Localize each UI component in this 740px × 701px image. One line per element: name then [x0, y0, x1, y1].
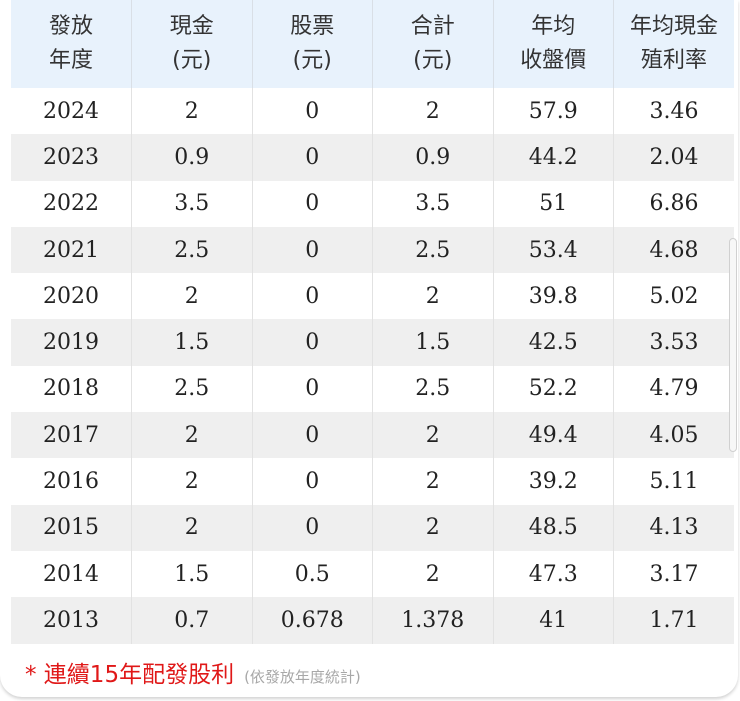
table-row: 2020 2 0 2 39.8 5.02: [11, 273, 734, 320]
cell-yield: 5.11: [613, 458, 734, 505]
cell-avg-price: 53.4: [493, 226, 614, 274]
header-total: 合計 (元): [372, 0, 494, 88]
header-cash: 現金 (元): [131, 0, 253, 88]
cell-cash: 2.5: [131, 365, 253, 413]
table-row: 2024 2 0 2 57.9 3.46: [11, 88, 734, 135]
cell-yield: 6.86: [613, 180, 734, 227]
cell-yield: 4.68: [613, 226, 734, 274]
cell-year: 2019: [11, 319, 132, 366]
cell-avg-price: 51: [493, 180, 614, 227]
cell-total: 1.5: [372, 319, 494, 366]
dividend-table: 發放 年度 現金 (元) 股票 (元) 合計 (元) 年均 收盤價 年均現金 殖利率 202…: [11, 0, 734, 644]
header-yield: 年均現金 殖利率: [613, 0, 734, 88]
cell-cash: 2: [131, 273, 253, 320]
cell-cash: 2: [131, 88, 253, 135]
cell-avg-price: 42.5: [493, 319, 614, 366]
cell-avg-price: 39.8: [493, 273, 614, 320]
cell-stock: 0: [252, 458, 373, 505]
cell-avg-price: 49.4: [493, 412, 614, 459]
scrollbar[interactable]: [729, 238, 737, 452]
cell-yield: 5.02: [613, 273, 734, 320]
cell-stock: 0: [252, 319, 373, 366]
cell-year: 2024: [11, 88, 132, 135]
cell-year: 2014: [11, 550, 132, 598]
cell-yield: 4.79: [613, 365, 734, 413]
cell-year: 2023: [11, 134, 132, 181]
cell-total: 2.5: [372, 226, 494, 274]
cell-year: 2022: [11, 180, 132, 227]
table-row: 2023 0.9 0 0.9 44.2 2.04: [11, 134, 734, 181]
cell-stock: 0.678: [252, 597, 373, 644]
cell-yield: 4.13: [613, 504, 734, 551]
cell-total: 2: [372, 88, 494, 135]
cell-stock: 0: [252, 365, 373, 413]
table-row: 2016 2 0 2 39.2 5.11: [11, 458, 734, 505]
cell-yield: 4.05: [613, 412, 734, 459]
cell-avg-price: 57.9: [493, 88, 614, 135]
cell-stock: 0: [252, 273, 373, 320]
cell-total: 2.5: [372, 365, 494, 413]
cell-avg-price: 41: [493, 597, 614, 644]
cell-cash: 2: [131, 504, 253, 551]
cell-stock: 0: [252, 412, 373, 459]
cell-cash: 1.5: [131, 550, 253, 598]
cell-year: 2013: [11, 597, 132, 644]
table-row: 2013 0.7 0.678 1.378 41 1.71: [11, 597, 734, 644]
cell-cash: 1.5: [131, 319, 253, 366]
cell-stock: 0: [252, 226, 373, 274]
cell-total: 0.9: [372, 134, 494, 181]
cell-cash: 2: [131, 458, 253, 505]
cell-avg-price: 47.3: [493, 550, 614, 598]
cell-yield: 3.53: [613, 319, 734, 366]
header-avg-price: 年均 收盤價: [493, 0, 614, 88]
cell-total: 2: [372, 412, 494, 459]
cell-year: 2017: [11, 412, 132, 459]
cell-year: 2016: [11, 458, 132, 505]
table-row: 2018 2.5 0 2.5 52.2 4.79: [11, 365, 734, 413]
cell-cash: 2: [131, 412, 253, 459]
cell-cash: 3.5: [131, 180, 253, 227]
cell-avg-price: 52.2: [493, 365, 614, 413]
footnote: * 連續15年配發股利 (依發放年度統計): [25, 655, 361, 691]
cell-cash: 0.7: [131, 597, 253, 644]
cell-year: 2020: [11, 273, 132, 320]
cell-yield: 2.04: [613, 134, 734, 181]
table-header-row: 發放 年度 現金 (元) 股票 (元) 合計 (元) 年均 收盤價 年均現金 殖利率: [11, 0, 734, 88]
cell-avg-price: 39.2: [493, 458, 614, 505]
table-body: 2024 2 0 2 57.9 3.46 2023 0.9 0 0.9 44.2 2.04 2022 3.…: [11, 88, 734, 644]
cell-yield: 3.17: [613, 550, 734, 598]
table-row: 2015 2 0 2 48.5 4.13: [11, 504, 734, 551]
table-row: 2017 2 0 2 49.4 4.05: [11, 412, 734, 459]
cell-stock: 0: [252, 134, 373, 181]
table-row: 2014 1.5 0.5 2 47.3 3.17: [11, 550, 734, 598]
cell-year: 2015: [11, 504, 132, 551]
cell-stock: 0.5: [252, 550, 373, 598]
cell-year: 2018: [11, 365, 132, 413]
cell-stock: 0: [252, 88, 373, 135]
header-year: 發放 年度: [11, 0, 132, 88]
header-stock: 股票 (元): [252, 0, 373, 88]
cell-year: 2021: [11, 226, 132, 274]
cell-total: 2: [372, 550, 494, 598]
cell-total: 2: [372, 458, 494, 505]
cell-total: 1.378: [372, 597, 494, 644]
cell-yield: 1.71: [613, 597, 734, 644]
cell-total: 2: [372, 273, 494, 320]
table-row: 2022 3.5 0 3.5 51 6.86: [11, 180, 734, 227]
table-row: 2019 1.5 0 1.5 42.5 3.53: [11, 319, 734, 366]
cell-total: 2: [372, 504, 494, 551]
table-row: 2021 2.5 0 2.5 53.4 4.68: [11, 226, 734, 274]
cell-stock: 0: [252, 504, 373, 551]
cell-total: 3.5: [372, 180, 494, 227]
footnote-sub: (依發放年度統計): [244, 668, 361, 686]
cell-cash: 0.9: [131, 134, 253, 181]
cell-avg-price: 48.5: [493, 504, 614, 551]
cell-yield: 3.46: [613, 88, 734, 135]
cell-avg-price: 44.2: [493, 134, 614, 181]
cell-stock: 0: [252, 180, 373, 227]
cell-cash: 2.5: [131, 226, 253, 274]
footnote-main: * 連續15年配發股利: [25, 662, 235, 688]
